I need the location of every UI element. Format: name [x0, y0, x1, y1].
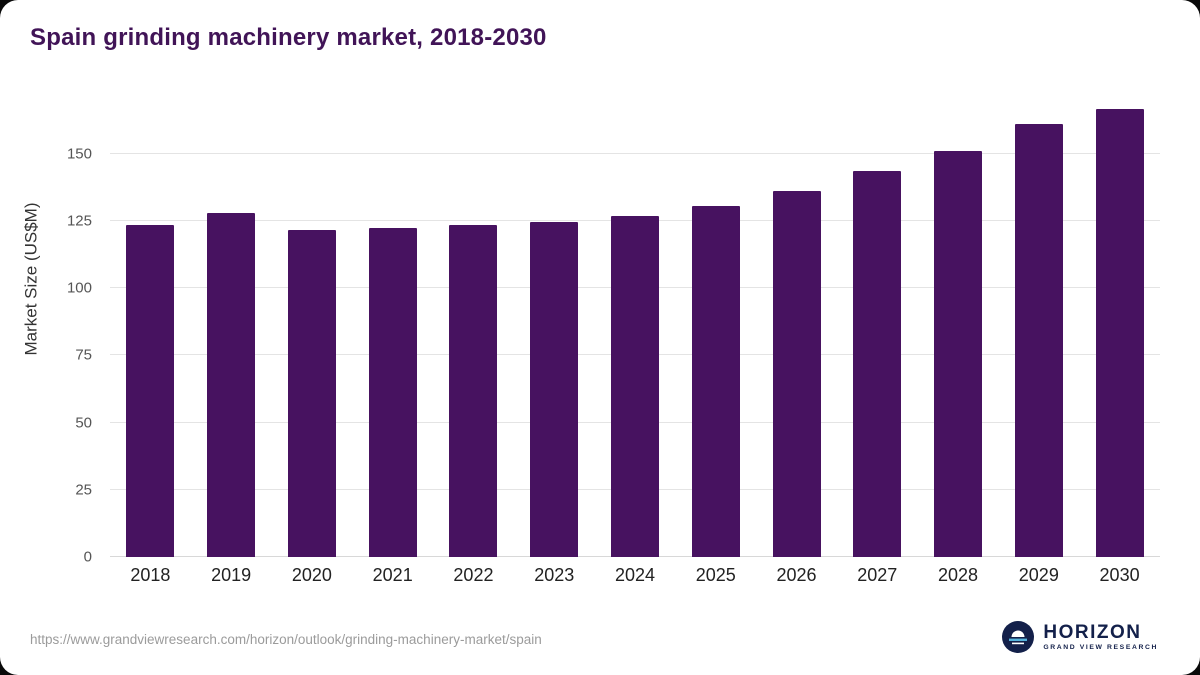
x-tick-2026: 2026 — [776, 565, 817, 585]
x-tick-2029: 2029 — [1018, 565, 1059, 585]
bar-slot-2018 — [110, 100, 191, 557]
x-tick-2020: 2020 — [291, 565, 332, 585]
x-tick-2024: 2024 — [614, 565, 655, 585]
y-tick-125: 125 — [66, 212, 92, 230]
bar-slot-2027 — [837, 100, 918, 557]
bar-slot-2024 — [595, 100, 676, 557]
source-url: https://www.grandviewresearch.com/horizo… — [30, 632, 542, 647]
x-tick-2018: 2018 — [130, 565, 171, 585]
x-tick-2019: 2019 — [211, 565, 252, 585]
x-tick-2023: 2023 — [534, 565, 575, 585]
x-tick-2022: 2022 — [453, 565, 494, 585]
x-tick-2025: 2025 — [695, 565, 736, 585]
bar-slot-2029 — [998, 100, 1079, 557]
x-axis-labels: 2018 2019 2020 2021 2022 2023 2024 2025 2026 2027… — [110, 565, 1160, 595]
x-tick-2027: 2027 — [857, 565, 898, 585]
y-tick-75: 75 — [75, 346, 92, 364]
x-tick-2021: 2021 — [372, 565, 413, 585]
bar-slot-2021 — [352, 100, 433, 557]
bar-slot-2026 — [756, 100, 837, 557]
x-tick-2030: 2030 — [1099, 565, 1140, 585]
gridline-150 — [110, 152, 1160, 154]
horizon-logo-text: HORIZON GRAND VIEW RESEARCH — [1043, 623, 1158, 652]
x-tick-2028: 2028 — [938, 565, 979, 585]
bar-slot-2022 — [433, 100, 514, 557]
bars-container — [110, 100, 1160, 557]
bar-2020 — [287, 230, 336, 557]
bar-slot-2030 — [1079, 100, 1160, 557]
bar-2024 — [610, 215, 659, 557]
bar-2029 — [1014, 124, 1063, 557]
horizon-logo-icon — [1002, 621, 1035, 653]
bar-2025 — [691, 206, 740, 557]
bar-2030 — [1095, 109, 1144, 557]
bar-2023 — [530, 222, 579, 557]
y-tick-50: 50 — [75, 414, 92, 432]
bar-slot-2023 — [514, 100, 595, 557]
bar-slot-2025 — [675, 100, 756, 557]
bar-slot-2028 — [918, 100, 999, 557]
bar-2026 — [772, 191, 821, 557]
horizon-logo: HORIZON GRAND VIEW RESEARCH — [1002, 621, 1158, 653]
y-tick-25: 25 — [75, 481, 92, 499]
y-axis-label: Market Size (US$M) — [22, 201, 41, 356]
bar-2027 — [853, 171, 902, 557]
bar-2021 — [368, 227, 417, 557]
bar-slot-2020 — [272, 100, 353, 557]
bar-slot-2019 — [191, 100, 272, 557]
bar-2028 — [934, 151, 983, 557]
y-tick-150: 150 — [66, 145, 92, 163]
bar-2019 — [207, 212, 256, 557]
y-tick-100: 100 — [66, 279, 92, 297]
bar-2022 — [449, 225, 498, 557]
plot-area — [110, 100, 1160, 557]
logo-subtitle: GRAND VIEW RESEARCH — [1043, 643, 1158, 651]
logo-name: HORIZON — [1043, 621, 1142, 643]
y-tick-0: 0 — [83, 548, 92, 566]
chart-title: Spain grinding machinery market, 2018-20… — [30, 24, 547, 51]
y-axis-ticks: 0 25 50 75 100 125 150 — [55, 100, 100, 565]
bar-2018 — [126, 225, 175, 557]
